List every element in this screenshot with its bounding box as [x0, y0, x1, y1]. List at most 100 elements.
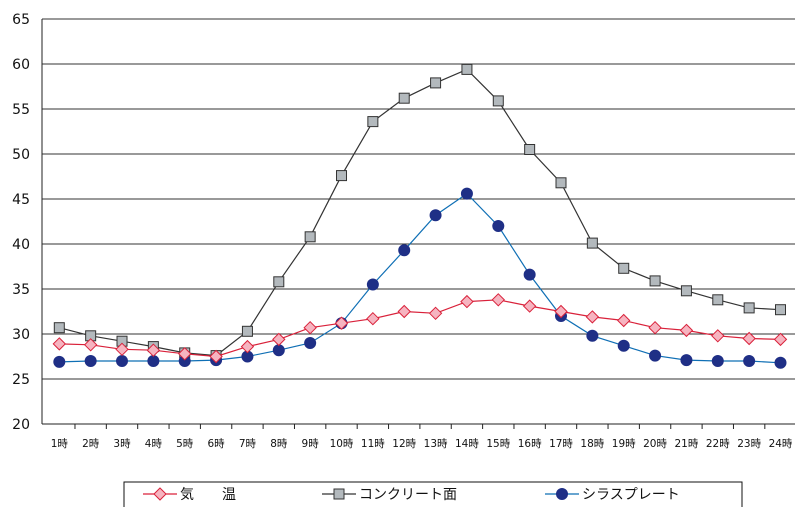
- legend-marker: [556, 488, 568, 500]
- data-point: [83, 338, 98, 352]
- data-point: [336, 170, 348, 182]
- data-point: [775, 304, 786, 316]
- data-point: [585, 310, 600, 324]
- legend: 気 温 コンクリート面 シラスプレート: [123, 481, 743, 507]
- data-point: [460, 294, 474, 309]
- series-diamond: [52, 293, 788, 364]
- x-tick-label: 1時: [51, 438, 69, 450]
- data-point: [492, 220, 505, 232]
- data-point: [178, 347, 192, 361]
- data-point: [586, 329, 599, 342]
- y-tick-label: 25: [12, 372, 30, 388]
- x-tick-label: 9時: [302, 438, 320, 450]
- series-circle: [53, 187, 787, 369]
- y-tick-label: 40: [12, 237, 30, 253]
- data-point: [711, 329, 725, 343]
- x-tick-label: 11時: [361, 438, 385, 450]
- data-point: [334, 316, 349, 330]
- y-tick-label: 60: [12, 57, 30, 73]
- data-point: [648, 320, 662, 335]
- data-point: [241, 325, 253, 337]
- data-point: [680, 285, 692, 297]
- data-point: [303, 320, 317, 335]
- x-tick-label: 24時: [769, 438, 793, 450]
- data-point: [146, 343, 161, 357]
- data-point: [773, 332, 788, 347]
- x-tick-label: 19時: [612, 438, 636, 450]
- data-point: [115, 342, 129, 357]
- data-point: [680, 354, 693, 367]
- data-point: [397, 304, 411, 319]
- y-axis-ticks: 20 25 30 35 40 45 50 55 60 65: [12, 12, 30, 433]
- x-tick-label: 23時: [737, 438, 761, 450]
- data-point: [273, 276, 285, 288]
- x-tick-label: 16時: [518, 438, 542, 450]
- data-point: [428, 306, 443, 321]
- x-tick-label: 6時: [207, 438, 225, 450]
- legend-item: 気 温: [143, 487, 236, 503]
- data-point: [743, 355, 756, 367]
- legend-label: シラスプレート: [582, 487, 680, 503]
- data-point: [304, 337, 317, 349]
- data-point: [460, 187, 473, 200]
- series-layer: [52, 63, 788, 369]
- data-point: [52, 337, 67, 351]
- legend-marker: [153, 487, 167, 501]
- x-tick-label: 5時: [176, 438, 194, 450]
- x-tick-label: 2時: [82, 438, 100, 450]
- data-point: [240, 339, 255, 354]
- x-tick-label: 13時: [424, 438, 448, 450]
- series-square: [53, 63, 786, 362]
- data-point: [209, 349, 223, 364]
- data-point: [304, 231, 316, 243]
- data-point: [272, 344, 285, 357]
- data-point: [429, 209, 442, 222]
- data-point: [617, 339, 630, 352]
- data-point: [524, 144, 536, 155]
- data-point: [272, 332, 286, 347]
- data-point: [617, 313, 631, 328]
- x-tick-label: 21時: [674, 438, 698, 450]
- legend-box: [123, 481, 743, 507]
- y-tick-label: 30: [12, 327, 30, 343]
- legend-item: シラスプレート: [545, 487, 680, 503]
- data-point: [366, 311, 380, 326]
- data-point: [492, 95, 504, 107]
- data-point: [555, 177, 567, 189]
- data-point: [147, 355, 160, 367]
- x-tick-label: 7時: [239, 438, 257, 450]
- data-point: [491, 293, 505, 307]
- data-point: [712, 294, 724, 306]
- data-point: [461, 63, 473, 75]
- y-tick-label: 55: [12, 102, 30, 118]
- legend-marker: [333, 488, 345, 500]
- y-tick-label: 35: [12, 282, 30, 298]
- x-tick-label: 14時: [455, 438, 479, 450]
- x-tick-label: 15時: [486, 438, 510, 450]
- x-tick-label: 8時: [270, 438, 288, 450]
- y-tick-label: 45: [12, 192, 30, 208]
- data-point: [522, 299, 537, 313]
- data-point: [711, 355, 724, 367]
- data-point: [649, 275, 661, 287]
- series-line: [59, 192, 781, 364]
- x-tick-label: 20時: [643, 438, 667, 450]
- x-tick-label: 4時: [145, 438, 163, 450]
- gridlines: [41, 18, 795, 425]
- series-line: [59, 299, 781, 358]
- y-tick-label: 65: [12, 12, 30, 28]
- data-point: [618, 262, 630, 274]
- data-point: [774, 356, 787, 369]
- y-tick-label: 50: [12, 147, 30, 163]
- data-point: [398, 92, 410, 104]
- x-tick-label: 17時: [549, 438, 573, 450]
- data-point: [398, 244, 411, 257]
- x-tick-label: 18時: [580, 438, 604, 450]
- data-point: [586, 237, 598, 249]
- x-tick-label: 22時: [706, 438, 730, 450]
- data-point: [743, 302, 755, 314]
- data-point: [649, 349, 662, 362]
- data-point: [679, 323, 694, 338]
- data-point: [367, 116, 379, 128]
